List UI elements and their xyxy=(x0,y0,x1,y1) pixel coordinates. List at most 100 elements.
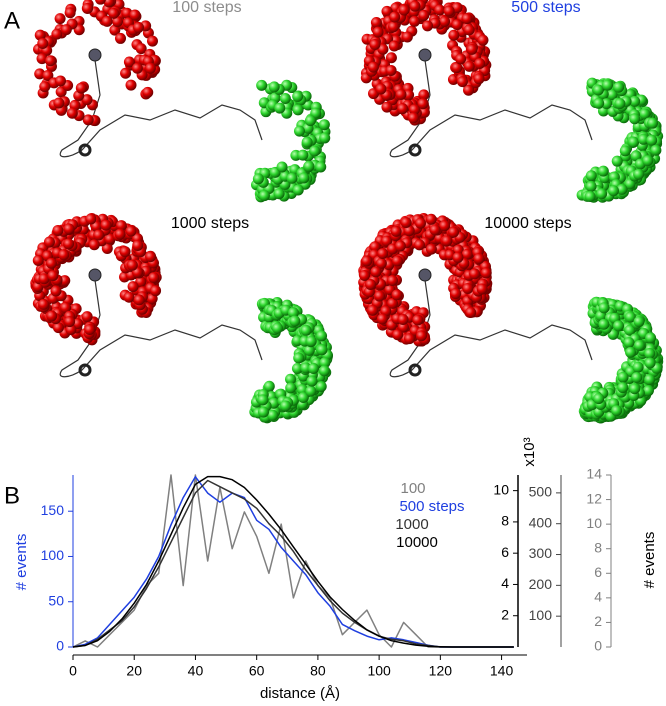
sphere xyxy=(616,183,628,195)
sphere xyxy=(114,32,126,44)
sphere xyxy=(365,278,377,290)
sphere xyxy=(257,394,269,406)
sphere xyxy=(60,302,72,314)
sphere xyxy=(400,216,412,228)
sphere xyxy=(375,83,387,95)
sphere xyxy=(637,133,649,145)
sphere xyxy=(133,294,145,306)
sphere xyxy=(628,136,640,148)
sphere xyxy=(303,344,315,356)
y4-tick-label: 6 xyxy=(594,564,602,580)
sphere xyxy=(593,97,605,109)
sphere xyxy=(451,19,463,31)
sphere xyxy=(629,113,641,125)
sphere xyxy=(461,248,473,260)
sphere xyxy=(279,93,291,105)
sphere xyxy=(119,246,131,258)
sphere xyxy=(375,257,387,269)
sphere xyxy=(455,53,467,65)
sphere xyxy=(127,281,139,293)
sphere xyxy=(66,107,78,119)
sphere xyxy=(120,67,132,79)
sphere xyxy=(42,69,54,81)
sphere xyxy=(276,161,288,173)
sphere xyxy=(391,289,403,301)
sphere xyxy=(126,259,138,271)
sphere xyxy=(47,270,59,282)
sphere xyxy=(601,98,613,110)
sphere xyxy=(633,168,645,180)
sphere xyxy=(132,239,144,251)
sphere xyxy=(292,184,304,196)
sphere xyxy=(125,79,137,91)
sphere xyxy=(252,173,264,185)
sphere xyxy=(81,311,93,323)
y4-tick-label: 10 xyxy=(586,515,602,531)
sphere xyxy=(617,371,629,383)
sphere xyxy=(463,60,475,72)
sphere xyxy=(465,306,477,318)
sphere xyxy=(462,282,474,294)
molecule-panel xyxy=(30,212,333,424)
metal-ion xyxy=(418,268,432,282)
panel-label: A xyxy=(4,7,20,34)
sphere xyxy=(34,68,46,80)
sphere xyxy=(624,324,636,336)
sphere xyxy=(480,267,492,279)
linker-chain xyxy=(389,59,593,158)
sphere xyxy=(268,81,280,93)
sphere xyxy=(82,114,94,126)
sphere xyxy=(291,363,303,375)
sphere xyxy=(619,145,631,157)
sphere xyxy=(633,339,645,351)
sphere xyxy=(416,330,428,342)
sphere xyxy=(370,17,382,29)
sphere xyxy=(304,115,316,127)
y-axis-label: # events xyxy=(13,534,30,591)
sphere xyxy=(100,219,112,231)
sphere xyxy=(370,266,382,278)
sphere xyxy=(394,240,406,252)
sphere xyxy=(60,24,72,36)
sphere xyxy=(598,318,610,330)
sphere xyxy=(409,0,421,12)
sphere xyxy=(607,185,619,197)
sphere xyxy=(359,270,371,282)
sphere xyxy=(369,39,381,51)
sphere xyxy=(38,273,50,285)
sphere xyxy=(306,375,318,387)
sphere xyxy=(606,89,618,101)
sphere xyxy=(387,275,399,287)
sphere xyxy=(414,217,426,229)
sphere xyxy=(95,0,106,5)
sphere xyxy=(381,235,393,247)
sphere xyxy=(372,26,384,38)
metal-ion xyxy=(418,48,432,62)
sphere xyxy=(418,89,430,101)
sphere xyxy=(285,382,297,394)
sphere xyxy=(50,285,62,297)
y-tick-label: 100 xyxy=(41,547,65,563)
x-tick-label: 0 xyxy=(69,663,77,679)
sphere xyxy=(367,61,379,73)
sphere xyxy=(273,188,285,200)
sphere xyxy=(367,304,379,316)
sphere xyxy=(297,149,309,161)
sphere xyxy=(629,383,641,395)
sphere xyxy=(142,86,154,98)
x-tick-label: 20 xyxy=(126,663,142,679)
x-tick-label: 40 xyxy=(188,663,204,679)
sphere xyxy=(473,73,485,85)
sphere xyxy=(585,180,597,192)
sphere xyxy=(476,283,488,295)
y4-tick-label: 12 xyxy=(586,490,602,506)
sphere xyxy=(54,75,66,87)
sphere xyxy=(425,243,437,255)
panel-title: 500 steps xyxy=(511,0,580,16)
sphere xyxy=(101,15,113,27)
y3-tick-label: 200 xyxy=(529,576,553,592)
sphere xyxy=(114,228,126,240)
panel-title: 10000 steps xyxy=(484,215,571,232)
sphere xyxy=(319,132,331,144)
legend-entry: 500 steps xyxy=(399,498,464,515)
